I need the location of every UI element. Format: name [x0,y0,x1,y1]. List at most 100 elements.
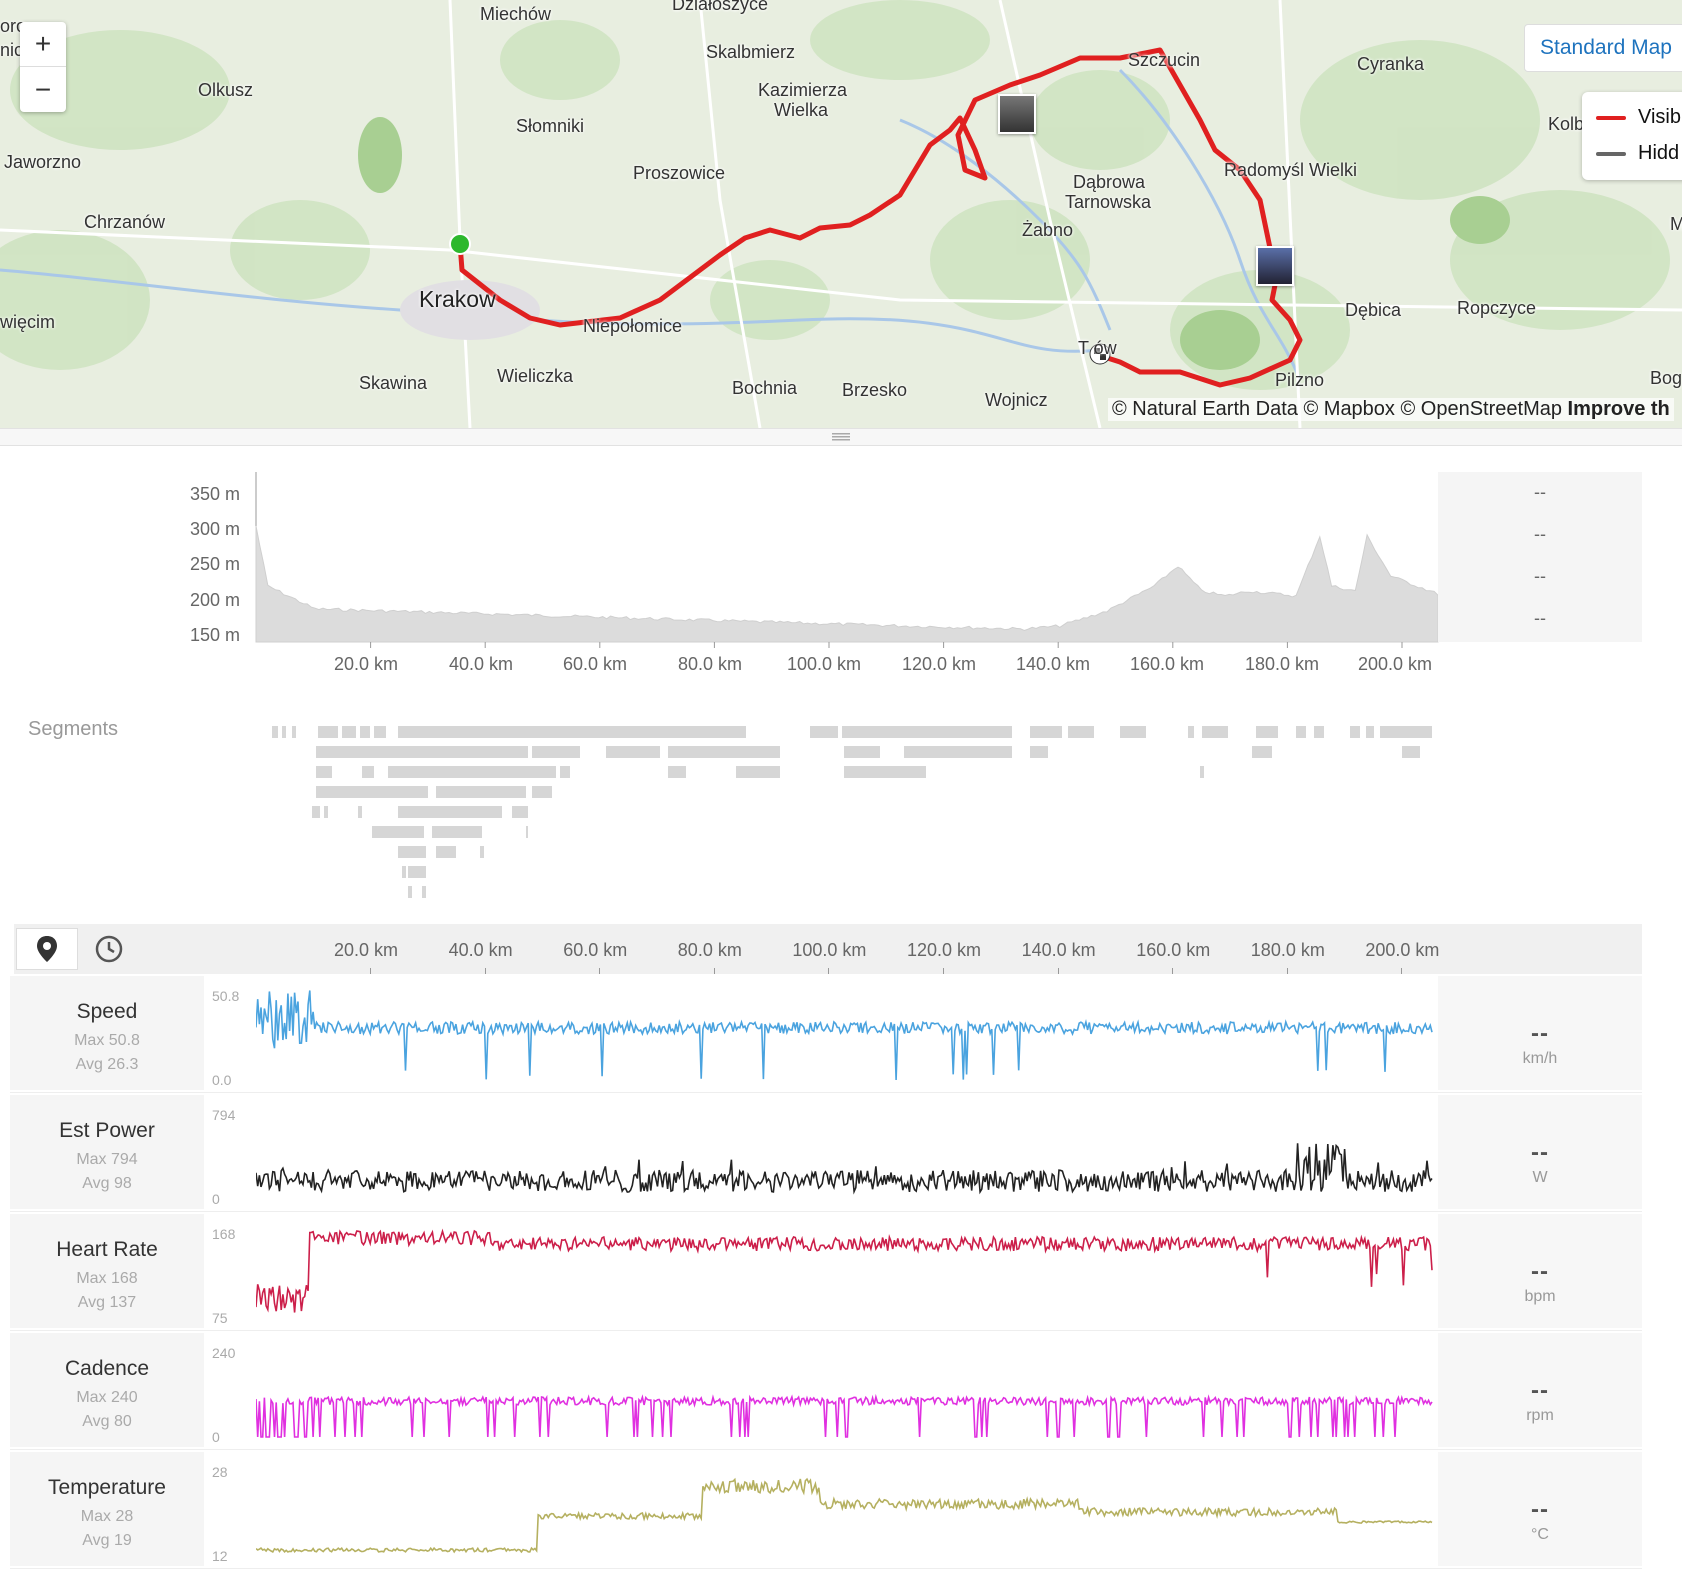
photo-marker[interactable] [998,94,1036,134]
segment-bar[interactable] [1380,726,1426,738]
segment-bar[interactable] [1068,726,1094,738]
segment-bar[interactable] [318,726,338,738]
segment-bar[interactable] [374,726,386,738]
stream-row-temperature[interactable]: Temperature Max 28 Avg 19 28 12 -- °C [10,1452,1642,1566]
segment-bar[interactable] [1188,726,1194,738]
stream-unit: rpm [1526,1407,1554,1424]
elev-x-tick: 200.0 km [1358,654,1433,674]
segment-bar[interactable] [1296,726,1306,738]
segment-bar[interactable] [480,846,484,858]
segment-bar[interactable] [408,886,412,898]
segment-bar[interactable] [432,826,482,838]
elevation-area [255,525,1439,643]
stream-line [256,1228,1433,1313]
segment-bar[interactable] [282,726,286,738]
segment-bar[interactable] [372,826,424,838]
zoom-out-button[interactable]: − [34,73,52,105]
stream-row-speed[interactable]: Speed Max 50.8 Avg 26.3 50.8 0.0 -- km/h [10,976,1642,1090]
legend-hidden[interactable]: Hidd [1596,142,1679,165]
segment-bar[interactable] [1426,726,1432,738]
stream-chart [256,1228,1433,1313]
segment-bar[interactable] [358,806,362,818]
zoom-in-button[interactable]: + [20,22,66,67]
distance-toggle[interactable] [16,928,78,970]
segment-bar[interactable] [532,746,580,758]
segment-bar[interactable] [272,726,278,738]
segment-bar[interactable] [316,766,332,778]
time-toggle[interactable] [78,928,140,970]
segment-bar[interactable] [360,726,370,738]
segments-title: Segments [28,718,119,740]
segment-bar[interactable] [1120,726,1146,738]
segment-bar[interactable] [1030,746,1048,758]
segment-bar[interactable] [844,746,880,758]
segment-bar[interactable] [904,746,1012,758]
map-label-wojnicz: Wojnicz [985,390,1048,410]
segment-bar[interactable] [526,826,528,838]
stream-value: -- [1531,1377,1549,1404]
legend-visible[interactable]: Visib [1596,106,1681,129]
segment-bar[interactable] [842,726,1012,738]
segment-bar[interactable] [316,746,528,758]
stream-unit: km/h [1522,1050,1558,1067]
segment-bar[interactable] [1256,726,1278,738]
segment-bar[interactable] [668,766,686,778]
legend-visible-label: Visib [1638,106,1681,128]
photo-marker[interactable] [1256,246,1294,286]
segment-bar[interactable] [398,846,426,858]
map-resize-handle[interactable] [0,428,1682,446]
segment-bar[interactable] [512,806,528,818]
segment-bar[interactable] [1200,766,1204,778]
segment-bar[interactable] [1030,726,1062,738]
segment-bar[interactable] [532,786,552,798]
map-label-krakow: Krakow [419,286,496,312]
segment-bar[interactable] [1314,726,1324,738]
stream-current-value: -- °C [1438,1452,1642,1566]
segment-bar[interactable] [436,846,456,858]
segment-bar[interactable] [1202,726,1228,738]
segment-bar[interactable] [1252,746,1272,758]
segment-bar[interactable] [436,786,526,798]
stream-x-tick: 120.0 km [907,940,982,960]
segment-bar[interactable] [398,806,502,818]
elevation-profile[interactable]: 350 m 300 m 250 m 200 m 150 m 20.0 km 40… [0,446,1682,686]
elev-x-tick: 40.0 km [449,654,514,674]
stream-avg: Avg 19 [82,1532,132,1549]
segment-bar[interactable] [668,746,780,758]
segment-bar[interactable] [1350,726,1360,738]
stream-row-est-power[interactable]: Est Power Max 794 Avg 98 794 0 -- W [10,1095,1642,1209]
map-style-button[interactable]: Standard Map [1524,24,1682,72]
segment-bar[interactable] [606,746,660,758]
stream-name: Heart Rate [56,1238,158,1261]
stream-row-heart-rate[interactable]: Heart Rate Max 168 Avg 137 168 75 -- bpm [10,1214,1642,1328]
segment-bar[interactable] [398,726,746,738]
segment-bar[interactable] [1366,726,1374,738]
elev-x-tick: 20.0 km [334,654,399,674]
segment-bar[interactable] [324,806,328,818]
segment-bar[interactable] [316,786,428,798]
improve-map-link[interactable]: Improve th [1567,398,1670,420]
segment-bar[interactable] [1402,746,1420,758]
segment-bar[interactable] [342,726,356,738]
stream-x-tick: 140.0 km [1021,940,1096,960]
segment-bar[interactable] [408,866,426,878]
stream-value: -- [1531,1496,1549,1523]
segment-bar[interactable] [844,766,926,778]
stream-row-separator [10,1092,1642,1093]
elev-y-tick: 150 m [189,625,240,645]
segment-bar[interactable] [312,806,320,818]
map-label-radomysl: Radomyśl Wielki [1224,160,1358,180]
route-map[interactable]: oro nic Miechów Działoszyce Skalbmierz K… [0,0,1682,428]
segment-bar[interactable] [292,726,296,738]
segment-bar[interactable] [736,766,780,778]
stream-name: Est Power [59,1119,155,1142]
stream-x-tick: 40.0 km [448,940,513,960]
segment-bar[interactable] [810,726,838,738]
stream-line [256,1477,1433,1554]
segment-bar[interactable] [362,766,374,778]
segment-bar[interactable] [402,866,406,878]
stream-row-cadence[interactable]: Cadence Max 240 Avg 80 240 0 -- rpm [10,1333,1642,1447]
segment-bar[interactable] [422,886,426,898]
segment-bar[interactable] [560,766,570,778]
segment-bar[interactable] [388,766,556,778]
